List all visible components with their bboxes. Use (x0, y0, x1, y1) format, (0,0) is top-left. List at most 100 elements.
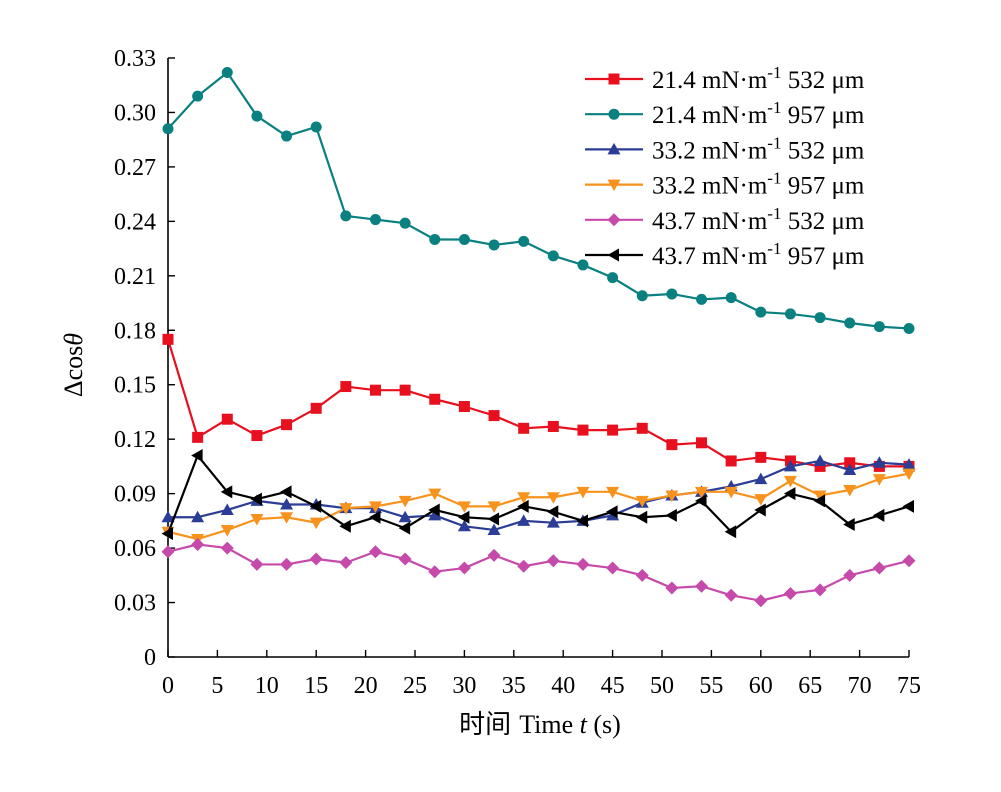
data-point (547, 420, 559, 432)
data-point (546, 554, 560, 568)
data-point (369, 214, 381, 226)
data-point (546, 505, 559, 519)
legend-item: 43.7 mN·m-1 957 μm (585, 239, 865, 270)
data-point (903, 322, 915, 334)
legend-label-sup: -1 (767, 133, 781, 152)
data-point (607, 272, 619, 284)
x-tick-label: 30 (452, 673, 476, 699)
x-tick-label: 35 (502, 673, 526, 699)
data-point (428, 488, 442, 501)
series-line (167, 543, 910, 602)
legend-label-main: 21.4 mN·m (652, 67, 768, 94)
x-tick-label: 5 (211, 673, 223, 699)
data-point (310, 402, 322, 414)
data-point (783, 475, 797, 488)
y-tick-label: 0.21 (114, 264, 156, 290)
data-point (398, 521, 411, 535)
x-axis-title-post: (s) (587, 710, 621, 739)
legend-marker (607, 179, 621, 192)
data-point (310, 121, 322, 133)
data-point (725, 455, 737, 467)
x-tick-label: 50 (650, 673, 674, 699)
data-point (398, 552, 412, 566)
data-point (518, 422, 530, 434)
data-point (220, 503, 234, 515)
data-point (755, 306, 767, 318)
data-point (428, 508, 442, 521)
data-point (191, 449, 203, 463)
series-line (167, 472, 910, 541)
data-point (369, 384, 381, 396)
data-point (695, 494, 707, 508)
data-point (843, 568, 857, 582)
data-point (902, 468, 916, 481)
data-point (546, 492, 560, 504)
y-axis-title-var: θ (59, 333, 88, 346)
data-point (783, 459, 797, 472)
data-point (280, 557, 294, 571)
data-point (220, 541, 234, 555)
data-point (340, 210, 352, 222)
series-layer (161, 67, 916, 608)
data-point (458, 234, 470, 246)
x-axis-title-pre: Time (519, 710, 579, 739)
x-tick-label: 20 (354, 673, 378, 699)
data-point (488, 410, 500, 422)
x-axis-title-var: t (580, 710, 588, 739)
data-point (607, 424, 619, 436)
legend-label-tail: 957 μm (781, 102, 864, 129)
data-point (577, 259, 589, 271)
data-point (754, 503, 766, 517)
data-point (457, 510, 470, 524)
x-tick-label: 10 (255, 673, 279, 699)
legend-label-sup: -1 (767, 98, 781, 117)
data-point (399, 384, 411, 396)
y-axis-title-pre: Δcos (59, 346, 88, 397)
x-tick-label: 40 (551, 673, 575, 699)
x-tick-label: 70 (848, 673, 872, 699)
data-point (783, 487, 796, 501)
data-point (844, 317, 856, 329)
y-tick-label: 0.06 (114, 536, 156, 562)
legend-marker (607, 248, 619, 262)
data-point (813, 454, 827, 466)
data-point (161, 527, 173, 541)
legend-label-main: 43.7 mN·m (652, 243, 768, 270)
series-line (168, 459, 910, 532)
data-point (606, 561, 620, 575)
y-tick-label: 0.18 (114, 318, 156, 344)
data-point (813, 494, 826, 508)
data-point (902, 499, 914, 513)
legend-item: 33.2 mN·m-1 532 μm (585, 133, 865, 164)
legend-item: 33.2 mN·m-1 957 μm (585, 169, 865, 200)
data-point (250, 557, 264, 571)
data-point (281, 419, 293, 431)
data-point (487, 501, 501, 513)
data-point (754, 594, 768, 608)
data-point (428, 565, 442, 579)
data-point (192, 431, 204, 443)
data-point (576, 557, 590, 571)
data-point (547, 250, 559, 262)
data-point (606, 486, 620, 499)
legend-label: 43.7 mN·m-1 532 μm (652, 204, 865, 235)
legend-label-sup: -1 (767, 239, 781, 258)
data-point (754, 472, 768, 485)
data-point (458, 401, 470, 413)
x-axis-title-cn: 时间 (459, 710, 511, 739)
data-point (309, 517, 323, 530)
data-point (844, 457, 856, 469)
data-point (695, 486, 709, 499)
data-point (457, 501, 471, 513)
series-2 (162, 67, 915, 334)
data-point (873, 321, 885, 333)
x-axis-title: 时间 Time t (s) (459, 710, 621, 739)
data-point (487, 523, 501, 535)
legend-label: 21.4 mN·m-1 957 μm (652, 98, 865, 129)
y-axis: 0 0.03 0.06 0.09 0.12 0.15 0.18 0.21 0.24 0.27 0.3… (114, 46, 175, 671)
x-tick-label: 0 (162, 673, 174, 699)
data-point (488, 239, 500, 251)
y-tick-label: 0.24 (114, 209, 156, 235)
data-point (665, 490, 679, 502)
